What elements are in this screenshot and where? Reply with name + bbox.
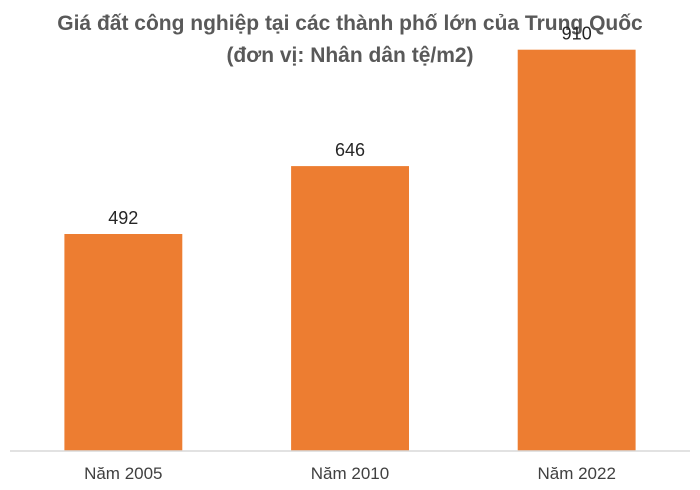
data-label-3: 910: [562, 24, 592, 44]
data-label-1: 492: [108, 208, 138, 228]
data-label-2: 646: [335, 140, 365, 160]
bar-2: [291, 166, 409, 451]
bar-1: [64, 234, 183, 451]
labels-layer: 492 Năm 2005 646 Năm 2010 910 Năm 2022: [84, 24, 616, 483]
chart-title: Giá đất công nghiệp tại các thành phố lớ…: [57, 12, 643, 67]
x-tick-label-3: Năm 2022: [537, 464, 615, 483]
bar-3: [517, 49, 636, 451]
x-tick-label-2: Năm 2010: [311, 464, 389, 483]
x-tick-label-1: Năm 2005: [84, 464, 162, 483]
bars-layer: [64, 49, 636, 451]
